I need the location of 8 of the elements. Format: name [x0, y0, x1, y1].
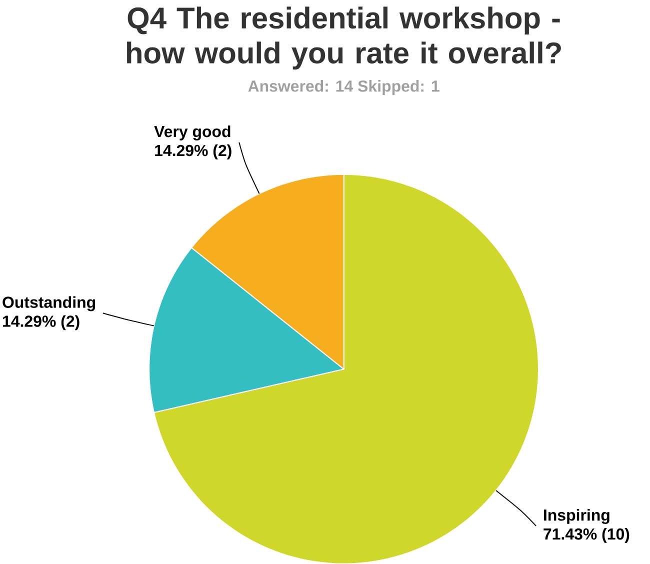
chart-subtitle: Answered: 14 Skipped: 1	[248, 80, 440, 95]
slice-label: Outstanding	[2, 296, 95, 312]
slice-label: Very good	[154, 125, 230, 140]
data-label: 71.43% (10)	[544, 528, 630, 543]
data-label: 14.29% (2)	[3, 315, 80, 330]
chart-title: Q4 The residential workshop - how would you rate it overall?	[127, 6, 561, 70]
slice-label: Inspiring	[544, 508, 610, 524]
data-label: 14.29% (2)	[155, 144, 232, 160]
